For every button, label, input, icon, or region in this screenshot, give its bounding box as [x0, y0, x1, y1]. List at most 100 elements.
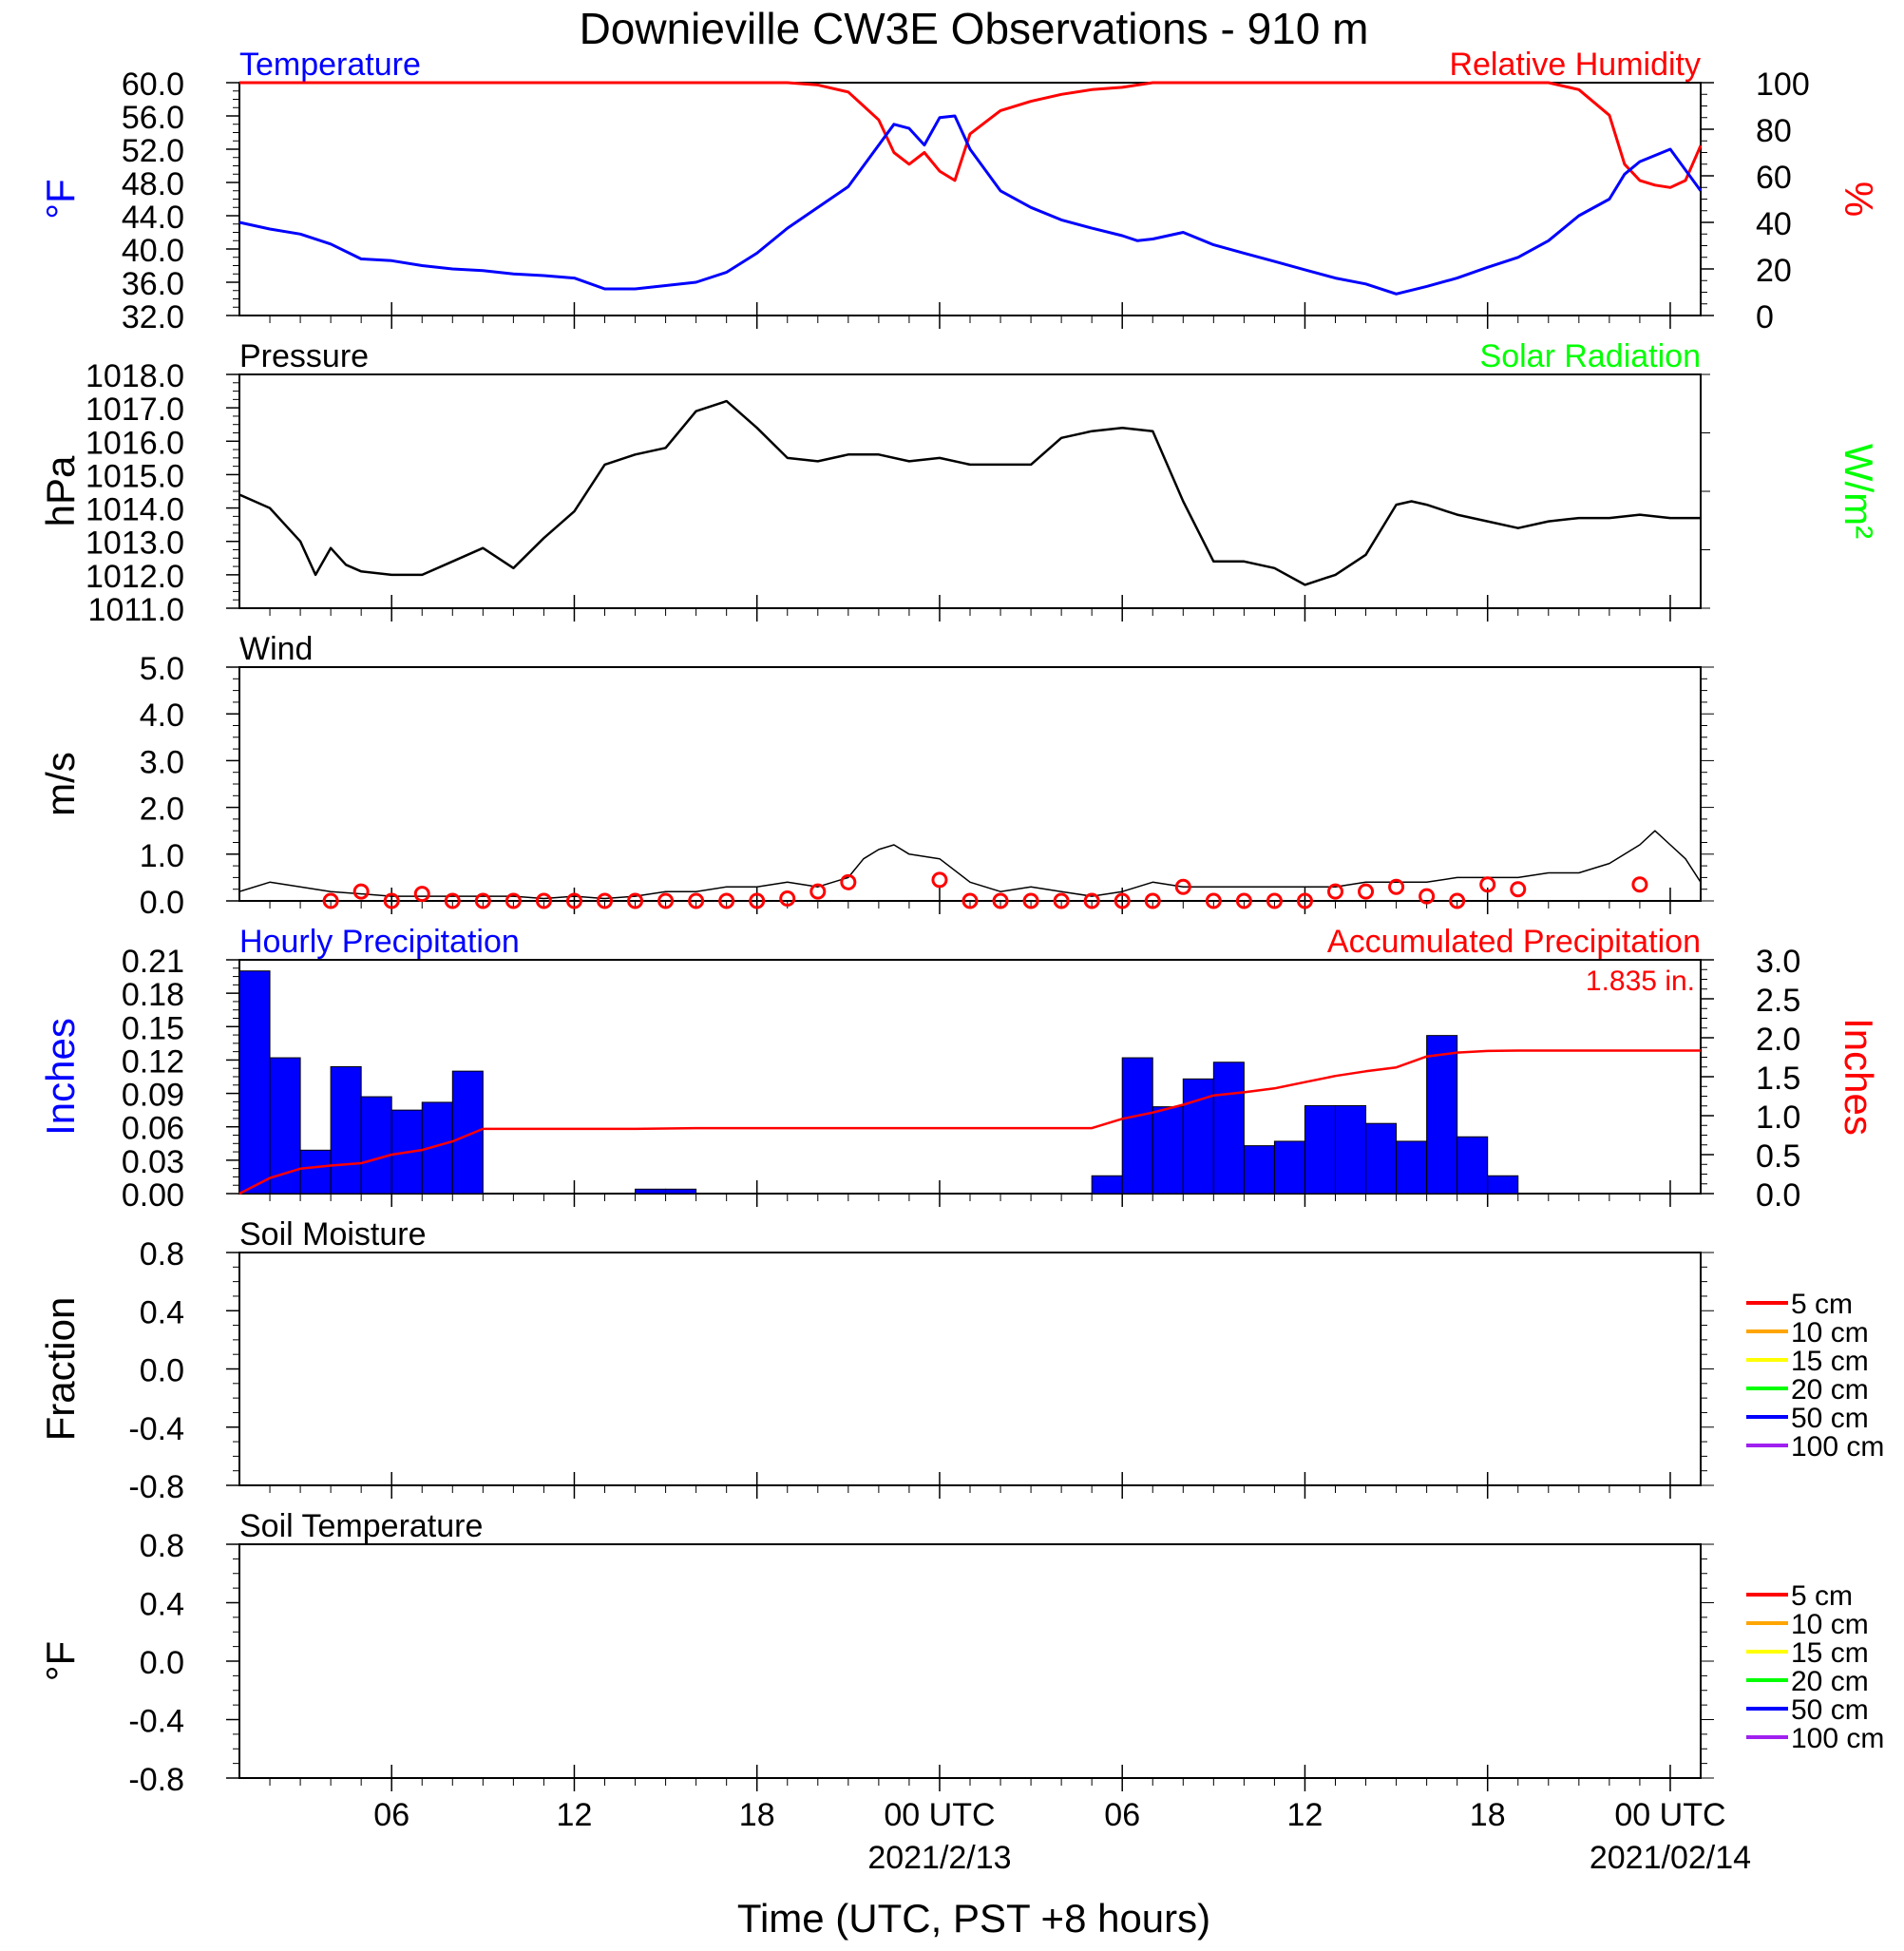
- accum-precip-line: [238, 1049, 1701, 1195]
- pressure-title: Pressure: [239, 338, 369, 374]
- y-tick-label: 0.03: [122, 1144, 184, 1180]
- y-tick-label: 1018.0: [86, 358, 184, 394]
- rh-series-line: [239, 81, 1703, 189]
- y-tick-label: 0.06: [122, 1111, 184, 1147]
- wind-hourly-point: [1388, 878, 1405, 895]
- y2-tick-label: 0.5: [1756, 1138, 1800, 1175]
- y-tick-label: 60.0: [122, 67, 184, 103]
- y-tick-label: 40.0: [122, 233, 184, 269]
- y2-tick-label: 3.0: [1756, 944, 1800, 980]
- wind-hourly-point: [1327, 883, 1343, 900]
- precip-bar: [1365, 1122, 1398, 1195]
- wind-hourly-point: [931, 871, 948, 889]
- wind-hourly-point: [444, 892, 461, 909]
- accum-precip-unit: Inches: [1837, 1018, 1881, 1136]
- y-tick-label: 0.0: [140, 885, 184, 921]
- y-tick-label: 0.18: [122, 977, 184, 1013]
- y-tick-label: 1017.0: [86, 392, 184, 428]
- y-tick-label: 2.0: [140, 792, 184, 828]
- precip-bar: [299, 1149, 332, 1195]
- wind-unit: m/s: [38, 752, 83, 816]
- precip-bar: [360, 1096, 392, 1195]
- rh-title: Relative Humidity: [1449, 47, 1701, 83]
- soil_moisture-legend-label: 50 cm: [1791, 1403, 1869, 1434]
- x-tick-label: 18: [1470, 1797, 1506, 1833]
- accum-precip-title: Accumulated Precipitation: [1327, 924, 1701, 960]
- x-tick-label: 00 UTC: [884, 1797, 995, 1833]
- soil_moisture-legend-label: 5 cm: [1791, 1289, 1853, 1320]
- soil_temperature-legend-label: 15 cm: [1791, 1637, 1869, 1669]
- precip-bar: [1335, 1104, 1367, 1195]
- y2-tick-label: 2.5: [1756, 983, 1800, 1019]
- y-tick-label: 0.12: [122, 1043, 184, 1080]
- y-tick-label: 0.21: [122, 944, 184, 980]
- wind-series-line: [238, 830, 1702, 900]
- precip-bar: [1212, 1062, 1245, 1195]
- wind-hourly-point: [1266, 892, 1283, 909]
- precip-bar: [1304, 1104, 1337, 1195]
- solar-title: Solar Radiation: [1480, 338, 1701, 374]
- rh-unit: %: [1837, 182, 1881, 217]
- y-tick-label: 1016.0: [86, 425, 184, 461]
- wind-hourly-point: [1296, 892, 1313, 909]
- y-tick-label: 0.0: [140, 1353, 184, 1389]
- soil_temperature-legend-label: 100 cm: [1791, 1723, 1884, 1754]
- chart-title: Downieville CW3E Observations - 910 m: [580, 4, 1369, 53]
- wind-hourly-point: [809, 883, 827, 900]
- wind-hourly-point: [749, 892, 766, 909]
- wind-hourly-point: [322, 892, 339, 909]
- y2-tick-label: 0: [1756, 299, 1774, 335]
- wind-hourly-point: [1053, 892, 1070, 909]
- precip-bar: [1487, 1175, 1519, 1195]
- wind-hourly-point: [1631, 876, 1648, 893]
- wind-hourly-point: [1510, 881, 1527, 898]
- wind-hourly-point: [657, 892, 675, 909]
- y-tick-label: 1014.0: [86, 492, 184, 528]
- y2-tick-label: 60: [1756, 160, 1792, 196]
- y-tick-label: 36.0: [122, 266, 184, 302]
- hourly-precip-unit: Inches: [38, 1018, 83, 1136]
- wind-title: Wind: [239, 631, 313, 667]
- precip-bar: [665, 1188, 697, 1195]
- wind-hourly-point: [688, 892, 705, 909]
- soil_moisture-legend-label: 20 cm: [1791, 1374, 1869, 1406]
- panel-frame-temperature: [238, 82, 1702, 316]
- wind-hourly-point: [505, 892, 522, 909]
- wind-hourly-point: [962, 892, 979, 909]
- y-tick-label: 0.8: [140, 1236, 184, 1272]
- wind-hourly-point: [1205, 892, 1222, 909]
- x-tick-label: 12: [1287, 1797, 1323, 1833]
- y-tick-label: 1013.0: [86, 526, 184, 562]
- precip-bar: [1152, 1106, 1184, 1195]
- y-tick-label: 0.15: [122, 1010, 184, 1046]
- y2-tick-label: 80: [1756, 113, 1792, 149]
- wind-hourly-point: [1144, 892, 1161, 909]
- wind-hourly-point: [992, 892, 1009, 909]
- y-tick-label: 44.0: [122, 200, 184, 236]
- x-tick-label: 06: [1104, 1797, 1140, 1833]
- wind-hourly-point: [1022, 892, 1039, 909]
- pressure-unit: hPa: [38, 455, 83, 526]
- solar-unit: W/m²: [1837, 444, 1881, 539]
- x-tick-label: 12: [557, 1797, 593, 1833]
- y-tick-label: 4.0: [140, 698, 184, 734]
- x-tick-label: 18: [739, 1797, 775, 1833]
- wind-hourly-point: [1174, 878, 1191, 895]
- y2-tick-label: 20: [1756, 253, 1792, 289]
- soil_temperature-legend-label: 10 cm: [1791, 1609, 1869, 1640]
- soil_temperature-legend-label: 20 cm: [1791, 1666, 1869, 1697]
- precip-bar: [451, 1070, 484, 1195]
- wind-hourly-point: [1358, 883, 1375, 900]
- soil_temperature-legend-label: 5 cm: [1791, 1580, 1853, 1612]
- precip-bar: [1426, 1035, 1458, 1195]
- panel-frame-pressure: [238, 373, 1702, 609]
- temperature-unit: °F: [38, 179, 83, 219]
- y-tick-label: 0.4: [140, 1587, 184, 1623]
- y2-tick-label: 1.0: [1756, 1100, 1800, 1136]
- pressure-series-line: [238, 399, 1701, 586]
- hourly-precip-title: Hourly Precipitation: [239, 924, 520, 960]
- y-tick-label: 32.0: [122, 299, 184, 335]
- precip-bar: [1396, 1140, 1428, 1195]
- y-tick-label: 1011.0: [88, 592, 184, 628]
